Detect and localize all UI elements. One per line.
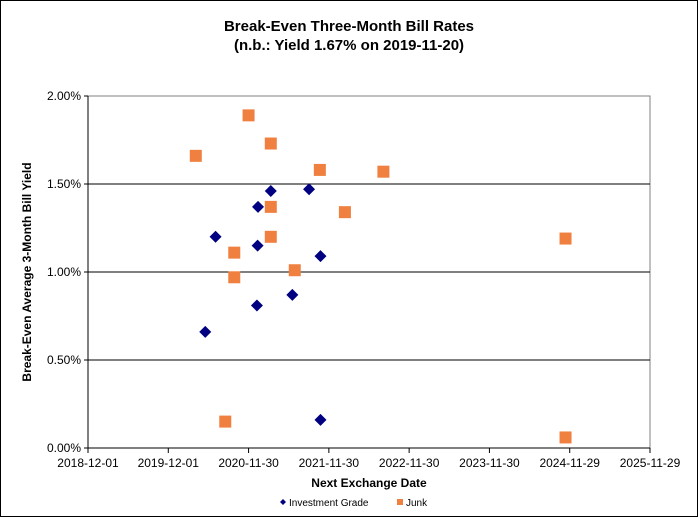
x-axis-label: Next Exchange Date — [311, 476, 427, 490]
x-tick-label: 2023-11-30 — [459, 456, 520, 470]
y-tick-label: 1.00% — [47, 265, 81, 279]
x-tick-label: 2024-11-29 — [539, 456, 600, 470]
y-tick-label: 2.00% — [47, 89, 81, 103]
point-junk — [313, 163, 326, 176]
x-tick-label: 2022-11-30 — [379, 456, 440, 470]
point-junk — [219, 415, 232, 428]
point-investment-grade — [264, 185, 277, 198]
point-junk — [264, 230, 277, 243]
x-tick-label: 2019-12-01 — [138, 456, 200, 470]
point-investment-grade — [252, 200, 265, 213]
legend-label-junk: Junk — [406, 498, 428, 509]
y-tick-label: 0.50% — [47, 353, 81, 367]
legend-marker-square-icon — [397, 499, 403, 505]
point-investment-grade — [250, 299, 263, 312]
point-junk — [559, 431, 572, 444]
legend-marker-diamond-icon — [280, 499, 286, 505]
point-investment-grade — [314, 413, 327, 426]
x-tick-label: 2018-12-01 — [57, 456, 119, 470]
point-investment-grade — [209, 230, 222, 243]
gridlines — [88, 183, 650, 361]
point-junk — [377, 165, 390, 178]
point-junk — [264, 137, 277, 150]
point-junk — [288, 264, 301, 277]
y-axis-label: Break-Even Average 3-Month Bill Yield — [20, 162, 34, 381]
point-junk — [338, 206, 351, 219]
point-junk — [228, 271, 241, 284]
x-tick-label: 2020-11-30 — [218, 456, 279, 470]
x-tick-label: 2025-11-29 — [620, 456, 681, 470]
legend-item-junk: Junk — [397, 498, 428, 509]
point-junk — [559, 232, 572, 245]
legend-label-investment-grade: Investment Grade — [289, 498, 369, 509]
point-junk — [189, 149, 202, 162]
point-junk — [264, 200, 277, 213]
legend: Investment Grade Junk — [280, 498, 428, 509]
point-investment-grade — [199, 325, 212, 338]
axis-ticks: 0.00% 0.50% 1.00% 1.50% 2.00% 2018-12-01 2019-… — [47, 89, 681, 470]
y-tick-label: 1.50% — [47, 177, 81, 191]
point-investment-grade — [314, 250, 327, 263]
point-junk — [242, 109, 255, 122]
chart-subtitle: (n.b.: Yield 1.67% on 2019-11-20) — [234, 37, 464, 54]
chart-title: Break-Even Three-Month Bill Rates — [224, 18, 474, 35]
y-tick-label: 0.00% — [47, 441, 81, 455]
legend-item-investment-grade: Investment Grade — [280, 498, 369, 509]
x-tick-label: 2021-11-30 — [299, 456, 360, 470]
data-points — [189, 109, 572, 444]
point-investment-grade — [286, 288, 299, 301]
point-investment-grade — [303, 183, 316, 196]
point-investment-grade — [251, 239, 264, 252]
point-junk — [228, 246, 241, 259]
